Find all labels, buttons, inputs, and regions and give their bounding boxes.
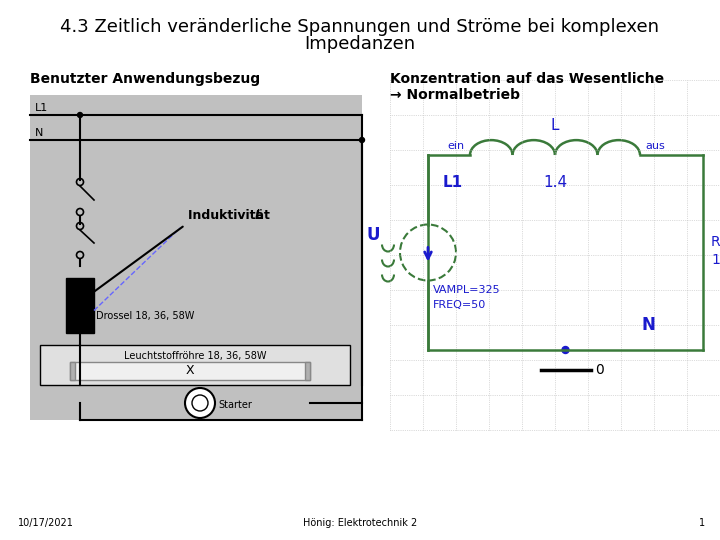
Text: 0: 0	[595, 363, 604, 377]
Text: Hönig: Elektrotechnik 2: Hönig: Elektrotechnik 2	[303, 518, 417, 528]
Text: Konzentration auf das Wesentliche: Konzentration auf das Wesentliche	[390, 72, 664, 86]
Text: 140: 140	[711, 253, 720, 267]
Circle shape	[359, 138, 364, 143]
Bar	[70, 362, 75, 380]
Text: → Normalbetrieb: → Normalbetrieb	[390, 88, 520, 102]
Bar	[305, 362, 310, 380]
Text: X: X	[186, 364, 194, 377]
Text: 4.3 Zeitlich veränderliche Spannungen und Ströme bei komplexen: 4.3 Zeitlich veränderliche Spannungen un…	[60, 18, 660, 36]
Text: Benutzter Anwendungsbezug: Benutzter Anwendungsbezug	[30, 72, 260, 86]
Text: N: N	[641, 316, 655, 334]
Bar	[66, 278, 94, 333]
Text: L1: L1	[35, 103, 48, 113]
Bar	[40, 345, 350, 385]
Circle shape	[78, 112, 83, 118]
Text: R: R	[711, 235, 720, 249]
Bar	[70, 362, 310, 380]
Circle shape	[192, 395, 208, 411]
Text: ein: ein	[448, 141, 465, 151]
Text: L: L	[255, 209, 263, 222]
Text: Impedanzen: Impedanzen	[305, 35, 415, 53]
Circle shape	[185, 388, 215, 418]
Text: 10/17/2021: 10/17/2021	[18, 518, 74, 528]
Text: 1.4: 1.4	[543, 175, 567, 190]
Circle shape	[562, 347, 569, 354]
Text: Induktivität: Induktivität	[188, 209, 274, 222]
Text: Leuchtstoffröhre 18, 36, 58W: Leuchtstoffröhre 18, 36, 58W	[124, 351, 266, 361]
Text: Starter: Starter	[218, 400, 252, 410]
Bar	[30, 95, 362, 420]
Text: VAMPL=325: VAMPL=325	[433, 285, 500, 295]
Text: N: N	[35, 128, 43, 138]
Circle shape	[400, 225, 456, 280]
Text: L: L	[551, 118, 559, 133]
Text: L1: L1	[443, 175, 463, 190]
Text: Drossel 18, 36, 58W: Drossel 18, 36, 58W	[96, 310, 194, 321]
Text: aus: aus	[645, 141, 665, 151]
Text: 1: 1	[699, 518, 705, 528]
Text: FREQ=50: FREQ=50	[433, 300, 486, 310]
Text: U: U	[366, 226, 380, 244]
